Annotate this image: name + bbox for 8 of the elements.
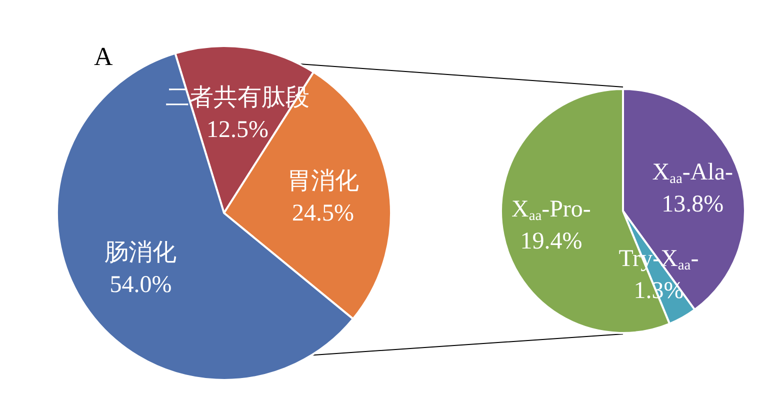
- data-label: 13.8%: [662, 192, 724, 218]
- data-label: 12.5%: [206, 117, 268, 144]
- data-label: 54.0%: [110, 272, 172, 298]
- data-label: 19.4%: [520, 228, 582, 255]
- data-label: 24.5%: [292, 200, 354, 226]
- slice-label: 胃消化: [286, 168, 359, 194]
- chart-title: A: [94, 42, 113, 72]
- slice-label: 肠消化: [104, 240, 177, 266]
